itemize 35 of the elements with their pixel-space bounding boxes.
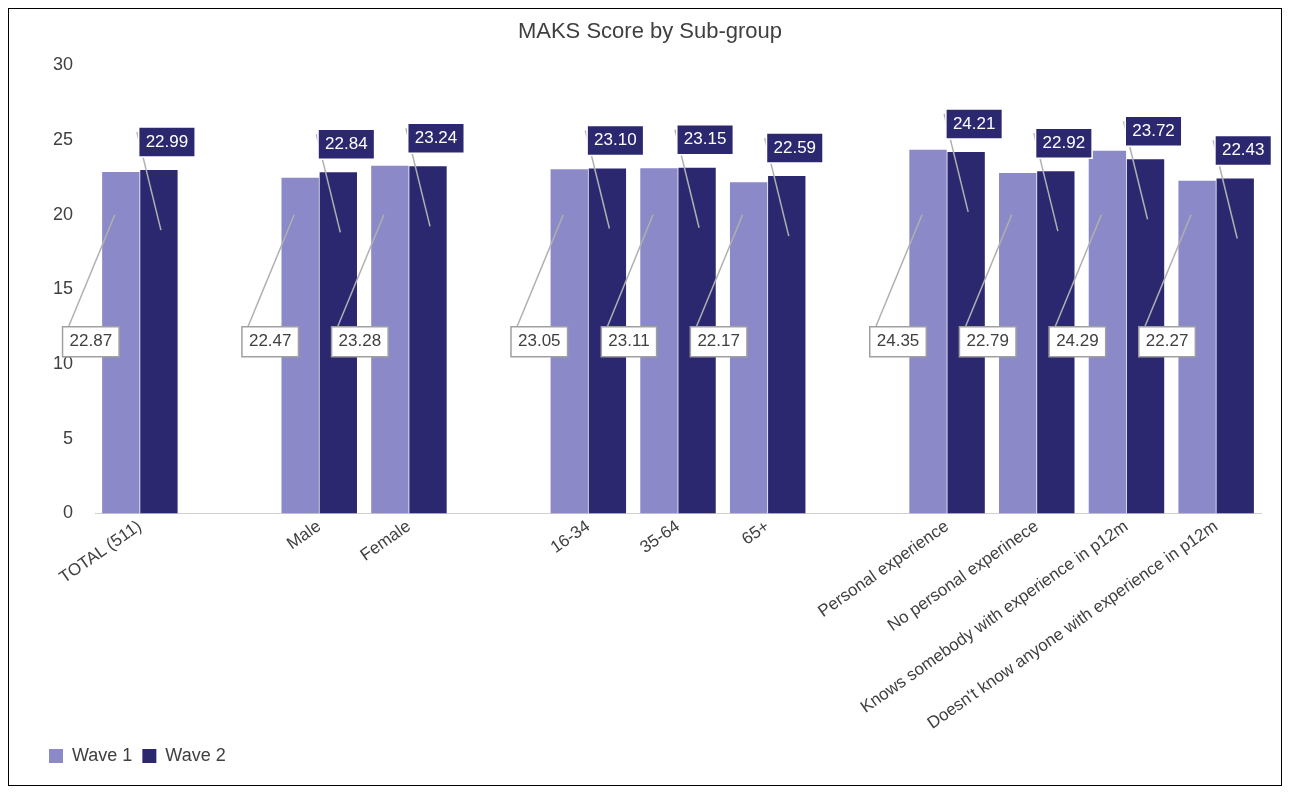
data-label: 24.35 <box>876 331 920 351</box>
data-label: 24.21 <box>952 113 996 133</box>
data-label: 22.59 <box>773 137 817 157</box>
y-tick-label: 30 <box>52 54 74 75</box>
data-label: 22.43 <box>1221 140 1265 160</box>
data-label: 23.11 <box>608 331 650 351</box>
data-label: 22.84 <box>325 134 368 154</box>
data-label: 23.72 <box>1132 120 1175 140</box>
data-label: 22.99 <box>145 131 189 151</box>
data-label: 23.15 <box>683 129 727 149</box>
data-label: 22.17 <box>697 331 740 351</box>
bar <box>409 166 447 514</box>
data-label: 22.92 <box>1042 132 1086 152</box>
bar <box>140 170 178 514</box>
legend-label: Wave 1 <box>72 744 133 765</box>
bar <box>768 176 806 514</box>
y-tick-label: 25 <box>52 129 74 150</box>
data-label: 23.10 <box>594 130 637 150</box>
chart-title: MAKS Score by Sub-group <box>517 18 783 44</box>
legend-label: Wave 2 <box>165 744 226 765</box>
data-label: 22.79 <box>966 331 1009 351</box>
y-tick-label: 15 <box>52 278 74 299</box>
data-label: 22.87 <box>69 331 113 351</box>
data-label: 23.05 <box>517 331 561 351</box>
data-label: 22.47 <box>248 331 292 351</box>
y-tick-label: 20 <box>52 203 74 224</box>
data-label: 23.24 <box>414 128 458 148</box>
y-tick-label: 5 <box>63 427 74 448</box>
data-label: 22.27 <box>1145 331 1189 351</box>
data-label: 24.29 <box>1056 331 1099 351</box>
x-tick-label: 65+ <box>738 516 773 549</box>
data-label: 23.28 <box>338 331 382 351</box>
bar <box>1216 178 1254 514</box>
y-tick-label: 0 <box>63 502 74 523</box>
x-tick-label: Male <box>283 516 325 554</box>
